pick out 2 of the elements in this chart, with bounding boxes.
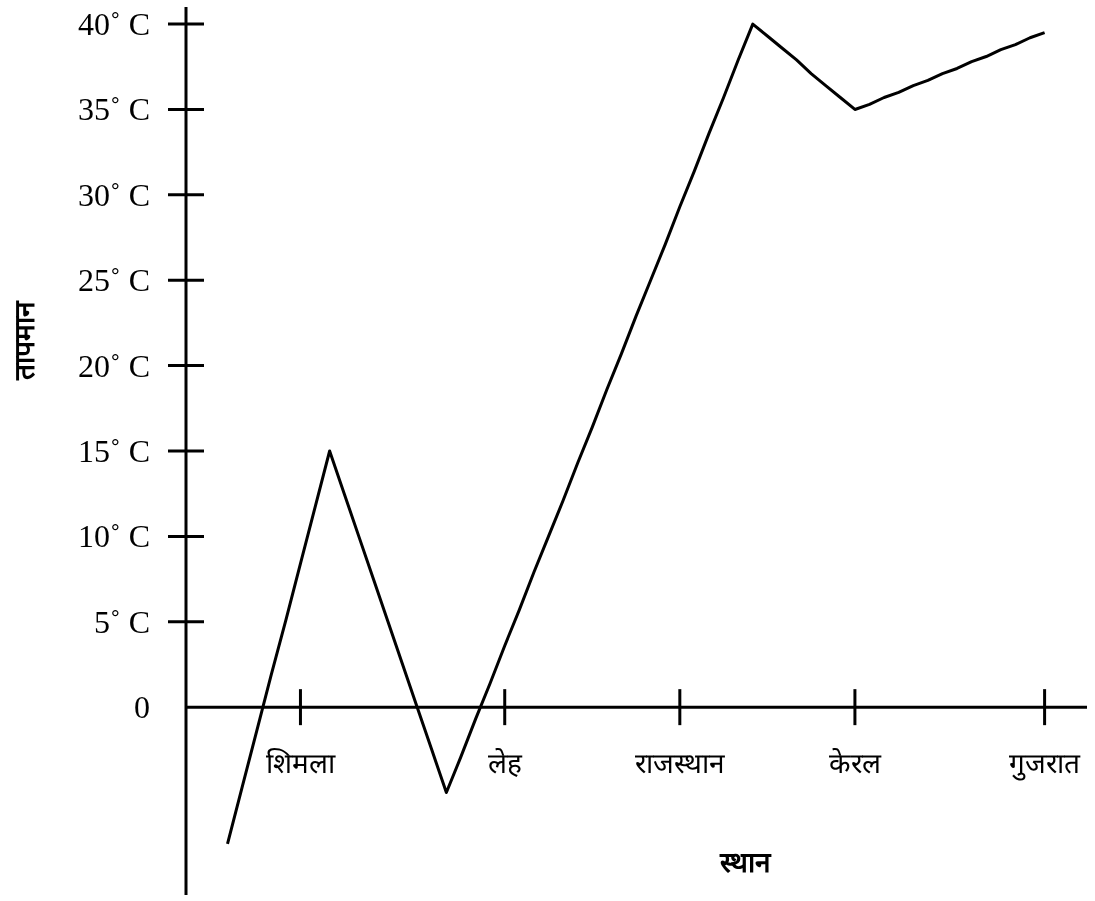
xlabel: स्थान: [719, 846, 771, 878]
ylabel: तापमान: [8, 300, 40, 380]
